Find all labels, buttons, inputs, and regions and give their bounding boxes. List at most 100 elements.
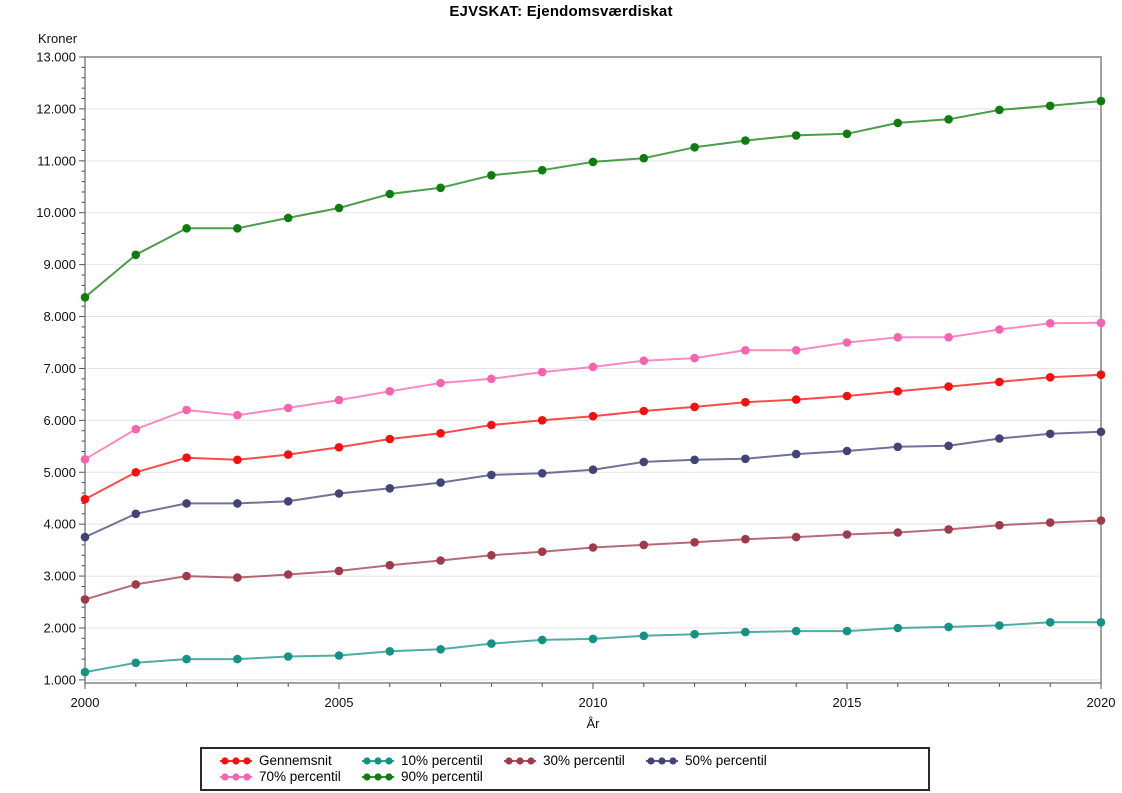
x-axis-title: År (586, 716, 600, 731)
legend-item-70-percentil: 70% percentil (220, 769, 362, 785)
y-tick-label: 10.000 (36, 205, 76, 220)
data-point (944, 333, 953, 342)
data-point (690, 629, 699, 639)
data-point (944, 382, 953, 391)
data-point (233, 455, 242, 465)
x-tick-label: 2015 (833, 695, 862, 710)
data-point (995, 434, 1004, 443)
data-point (233, 410, 242, 420)
data-point (1045, 373, 1055, 382)
data-point (537, 635, 547, 645)
data-point (791, 532, 801, 542)
data-point (80, 455, 90, 464)
series-gennemsnit (80, 370, 1106, 504)
data-point (842, 446, 852, 456)
data-point (334, 395, 344, 405)
data-point (1096, 96, 1106, 106)
data-point (690, 143, 699, 152)
data-point (233, 224, 242, 233)
data-point (436, 378, 445, 388)
data-point (334, 203, 344, 213)
x-tick-label: 2005 (325, 695, 354, 710)
y-tick-label: 1.000 (43, 672, 76, 687)
data-point (842, 530, 852, 539)
data-point (334, 566, 344, 576)
data-point (385, 189, 395, 199)
data-point (741, 397, 750, 407)
data-point (944, 115, 953, 124)
legend-label: 70% percentil (259, 769, 341, 784)
series-10-percentil (80, 618, 1106, 677)
series-70-percentil (80, 318, 1106, 464)
x-tick-label: 2020 (1087, 695, 1116, 710)
data-point (487, 171, 496, 180)
data-point (893, 528, 903, 537)
data-point (639, 406, 649, 416)
data-point (995, 520, 1004, 530)
plot-area: 1.000 2.000 3.000 4.000 5.000 6.000 7.000 8.000… (36, 50, 1116, 711)
data-point (385, 647, 395, 656)
data-point (690, 538, 699, 547)
data-point (131, 250, 141, 260)
data-point (639, 540, 649, 550)
data-point (639, 631, 649, 641)
data-point (1096, 318, 1106, 328)
data-point (436, 478, 445, 487)
data-point (893, 623, 903, 633)
y-axis-title: Kroner (38, 31, 78, 46)
legend-marker-icon (362, 757, 394, 765)
data-point (182, 499, 191, 508)
legend-marker-icon (646, 757, 678, 765)
data-point (893, 333, 903, 342)
data-point (842, 129, 852, 139)
data-point (588, 465, 598, 475)
data-point (690, 402, 699, 412)
y-tick-label: 9.000 (43, 257, 76, 272)
y-tick-label: 11.000 (37, 153, 76, 168)
data-point (537, 165, 547, 175)
data-point (741, 454, 750, 464)
data-point (690, 455, 699, 465)
data-point (80, 595, 90, 604)
data-point (182, 453, 191, 463)
data-point (385, 560, 395, 570)
legend-item-50-percentil: 50% percentil (646, 753, 788, 769)
data-point (283, 570, 293, 579)
data-point (639, 457, 649, 467)
data-point (842, 338, 852, 347)
data-point (283, 403, 293, 413)
data-point (588, 411, 598, 421)
chart-title: EJVSKAT: Ejendomsværdiskat (449, 3, 673, 20)
data-point (944, 441, 953, 451)
data-point (436, 429, 445, 438)
data-point (639, 356, 649, 366)
y-tick-label: 7.000 (43, 361, 76, 376)
data-point (995, 621, 1004, 630)
y-tick-label: 8.000 (43, 309, 76, 324)
y-tick-label: 4.000 (43, 517, 76, 532)
data-point (334, 651, 344, 660)
legend-label: Gennemsnit (259, 753, 332, 768)
data-point (893, 442, 903, 452)
series-line (84, 321, 1102, 461)
legend-marker-icon (362, 773, 394, 781)
y-tick-label: 2.000 (43, 620, 76, 635)
data-point (1096, 618, 1106, 627)
data-point (791, 346, 801, 355)
y-tick-label: 3.000 (43, 569, 76, 584)
legend-item-gennemsnit: Gennemsnit (220, 753, 362, 769)
series-90-percentil (80, 96, 1106, 302)
data-point (588, 362, 598, 372)
data-point (80, 293, 90, 302)
data-point (233, 499, 242, 508)
data-point (1045, 101, 1055, 111)
data-point (791, 131, 801, 140)
data-point (1045, 618, 1055, 627)
data-point (80, 667, 90, 677)
data-point (1096, 516, 1106, 525)
legend-label: 50% percentil (685, 753, 767, 768)
legend-label: 30% percentil (543, 753, 625, 768)
data-point (588, 543, 598, 552)
data-point (436, 183, 445, 193)
data-point (385, 434, 395, 444)
